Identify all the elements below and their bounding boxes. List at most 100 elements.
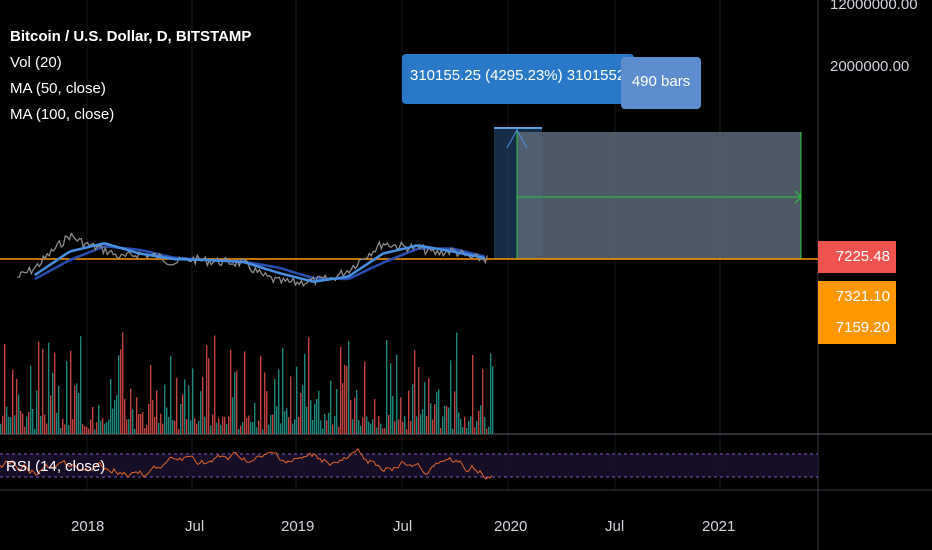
volume-bar (320, 420, 322, 434)
volume-bar (240, 425, 242, 434)
volume-bar (462, 427, 464, 434)
volume-bar (184, 379, 186, 434)
volume-bar (32, 408, 34, 434)
volume-bar (110, 378, 112, 434)
volume-bar (34, 429, 36, 434)
volume-bar (242, 422, 244, 434)
volume-bar (200, 391, 202, 434)
volume-bar (108, 419, 110, 434)
volume-bar (208, 358, 210, 434)
volume-bar (216, 422, 218, 434)
volume-bar (106, 421, 108, 434)
volume-bar (204, 416, 206, 434)
volume-bar (410, 420, 412, 434)
volume-bar (318, 390, 320, 434)
volume-bar (296, 366, 298, 434)
x-tick-label: Jul (185, 518, 205, 535)
volume-bar (360, 425, 362, 434)
volume-bar (480, 405, 482, 434)
volume-bar (202, 376, 204, 434)
volume-bar (486, 428, 488, 434)
volume-bar (16, 378, 18, 434)
volume-bar (476, 420, 478, 434)
volume-bar (128, 419, 130, 434)
legend-ma50[interactable]: MA (50, close) (10, 80, 106, 97)
volume-bar (468, 421, 470, 434)
legend-title: Bitcoin / U.S. Dollar, D, BITSTAMP (10, 28, 252, 45)
volume-bar (358, 420, 360, 434)
volume-bar (54, 352, 56, 434)
volume-bar (148, 403, 150, 434)
volume-bar (298, 416, 300, 434)
volume-bar (130, 388, 132, 434)
volume-bar (364, 361, 366, 434)
volume-bar (420, 414, 422, 434)
volume-bar (8, 416, 10, 434)
volume-bar (12, 369, 14, 434)
volume-bar (124, 398, 126, 434)
volume-bar (336, 389, 338, 434)
volume-bar (22, 413, 24, 434)
volume-bar (356, 389, 358, 434)
volume-bar (484, 416, 486, 434)
volume-bar (330, 380, 332, 434)
volume-bar (322, 428, 324, 434)
volume-bar (382, 428, 384, 434)
volume-bar (100, 420, 102, 434)
volume-bar (210, 425, 212, 434)
volume-bar (26, 416, 28, 434)
volume-bar (482, 369, 484, 434)
chart-legend: Bitcoin / U.S. Dollar, D, BITSTAMP Vol (… (10, 24, 251, 128)
volume-bar (290, 376, 292, 434)
volume-bar (64, 424, 66, 434)
volume-bar (344, 364, 346, 434)
volume-bar (444, 405, 446, 434)
volume-bar (94, 429, 96, 434)
volume-bar (306, 406, 308, 434)
y-tick-label: 2000000.00 (830, 58, 910, 75)
volume-bar (150, 364, 152, 434)
volume-bar (452, 428, 454, 434)
price-line (17, 231, 488, 288)
volume-bar (40, 415, 42, 434)
volume-bar (220, 424, 222, 434)
x-tick-label: Jul (605, 518, 625, 535)
volume-bar (80, 336, 82, 434)
volume-bar (4, 343, 6, 434)
volume-bar (276, 406, 278, 434)
volume-bar (190, 420, 192, 434)
volume-bar (490, 353, 492, 434)
volume-bar (312, 420, 314, 434)
volume-bar (404, 416, 406, 434)
volume-bar (392, 395, 394, 434)
volume-bar (474, 427, 476, 434)
volume-bar (246, 417, 248, 434)
legend-ma100[interactable]: MA (100, close) (10, 106, 115, 123)
volume-bar (274, 378, 276, 434)
volume-bar (436, 392, 438, 434)
volume-bars (0, 332, 494, 434)
volume-bar (390, 363, 392, 434)
volume-bar (56, 412, 58, 434)
volume-bar (448, 407, 450, 434)
legend-vol[interactable]: Vol (20) (10, 54, 62, 71)
volume-bar (230, 349, 232, 434)
volume-bar (314, 403, 316, 434)
volume-bar (340, 346, 342, 434)
volume-bar (0, 423, 2, 434)
volume-bar (446, 406, 448, 434)
volume-bar (432, 419, 434, 434)
volume-bar (492, 366, 494, 434)
y-tick-label: 12000000.00 (830, 0, 918, 13)
volume-bar (160, 413, 162, 434)
volume-bar (244, 351, 246, 434)
volume-bar (416, 416, 418, 434)
volume-bar (50, 395, 52, 434)
rsi-legend[interactable]: RSI (14, close) (6, 458, 106, 475)
volume-bar (114, 400, 116, 434)
volume-bar (28, 411, 30, 434)
volume-bar (236, 370, 238, 434)
volume-bar (172, 420, 174, 434)
x-tick-label: 2020 (494, 518, 528, 535)
volume-bar (152, 400, 154, 434)
